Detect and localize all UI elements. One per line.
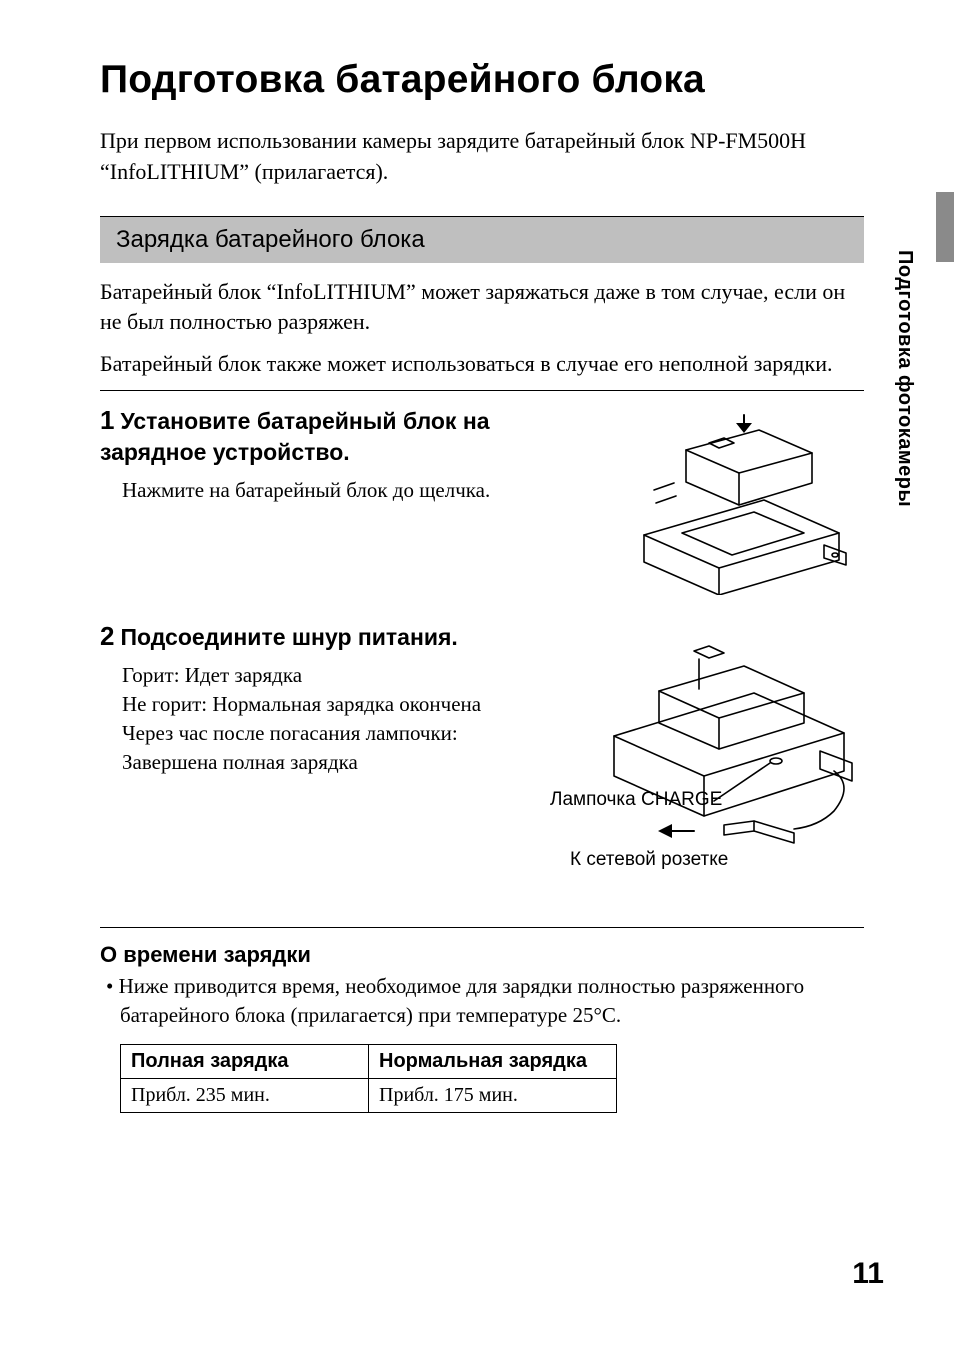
outlet-label: К сетевой розетке [570, 848, 728, 872]
manual-page: Подготовка батарейного блока При первом … [0, 0, 954, 1173]
step-1-figure [604, 405, 864, 595]
about-time-bullet-text: Ниже приводится время, необходимое для з… [119, 974, 805, 1027]
charge-lamp-label: Лампочка CHARGE [550, 789, 722, 811]
intro-paragraph: При первом использовании камеры зарядите… [100, 126, 864, 188]
table-cell-normal: Прибл. 175 мин. [369, 1078, 617, 1112]
step-1-title: Установите батарейный блок на зарядное у… [100, 408, 490, 465]
step-2-desc: Горит: Идет зарядка Не горит: Нормальная… [100, 661, 520, 777]
step-2-title: Подсоедините шнур питания. [120, 624, 457, 650]
table-row: Полная зарядка Нормальная зарядка [121, 1044, 617, 1078]
step-2: 2Подсоедините шнур питания. Горит: Идет … [100, 621, 864, 901]
table-row: Прибл. 235 мин. Прибл. 175 мин. [121, 1078, 617, 1112]
step-1: 1Установите батарейный блок на зарядное … [100, 405, 864, 595]
side-section-label: Подготовка фотокамеры [893, 250, 916, 507]
section-heading: Зарядка батарейного блока [100, 216, 864, 263]
step-2-figure: Лампочка CHARGE К сетевой розетке [544, 621, 864, 901]
divider [100, 390, 864, 391]
charging-time-table: Полная зарядка Нормальная зарядка Прибл.… [120, 1044, 617, 1113]
page-number: 11 [852, 1257, 884, 1291]
divider-2 [100, 927, 864, 928]
about-time-heading: О времени зарядки [100, 942, 864, 968]
step-1-text: 1Установите батарейный блок на зарядное … [100, 405, 580, 595]
table-cell-full: Прибл. 235 мин. [121, 1078, 369, 1112]
about-time-bullet: • Ниже приводится время, необходимое для… [100, 972, 864, 1030]
step-2-line3: Через час после погасания лампочки: Заве… [122, 721, 458, 774]
step-1-desc: Нажмите на батарейный блок до щелчка. [100, 476, 580, 505]
table-header-full: Полная зарядка [121, 1044, 369, 1078]
table-header-normal: Нормальная зарядка [369, 1044, 617, 1078]
charger-insert-icon [614, 405, 854, 595]
page-title: Подготовка батарейного блока [100, 58, 864, 102]
side-tab-marker [936, 192, 954, 262]
step-2-line2: Не горит: Нормальная зарядка окончена [122, 692, 481, 716]
section-body-2: Батарейный блок также может использовать… [100, 349, 864, 379]
step-2-text: 2Подсоедините шнур питания. Горит: Идет … [100, 621, 520, 901]
step-2-line1: Горит: Идет зарядка [122, 663, 302, 687]
section-body-1: Батарейный блок “InfoLITHIUM” может заря… [100, 277, 864, 338]
step-1-number: 1 [100, 405, 114, 436]
step-2-number: 2 [100, 621, 114, 652]
